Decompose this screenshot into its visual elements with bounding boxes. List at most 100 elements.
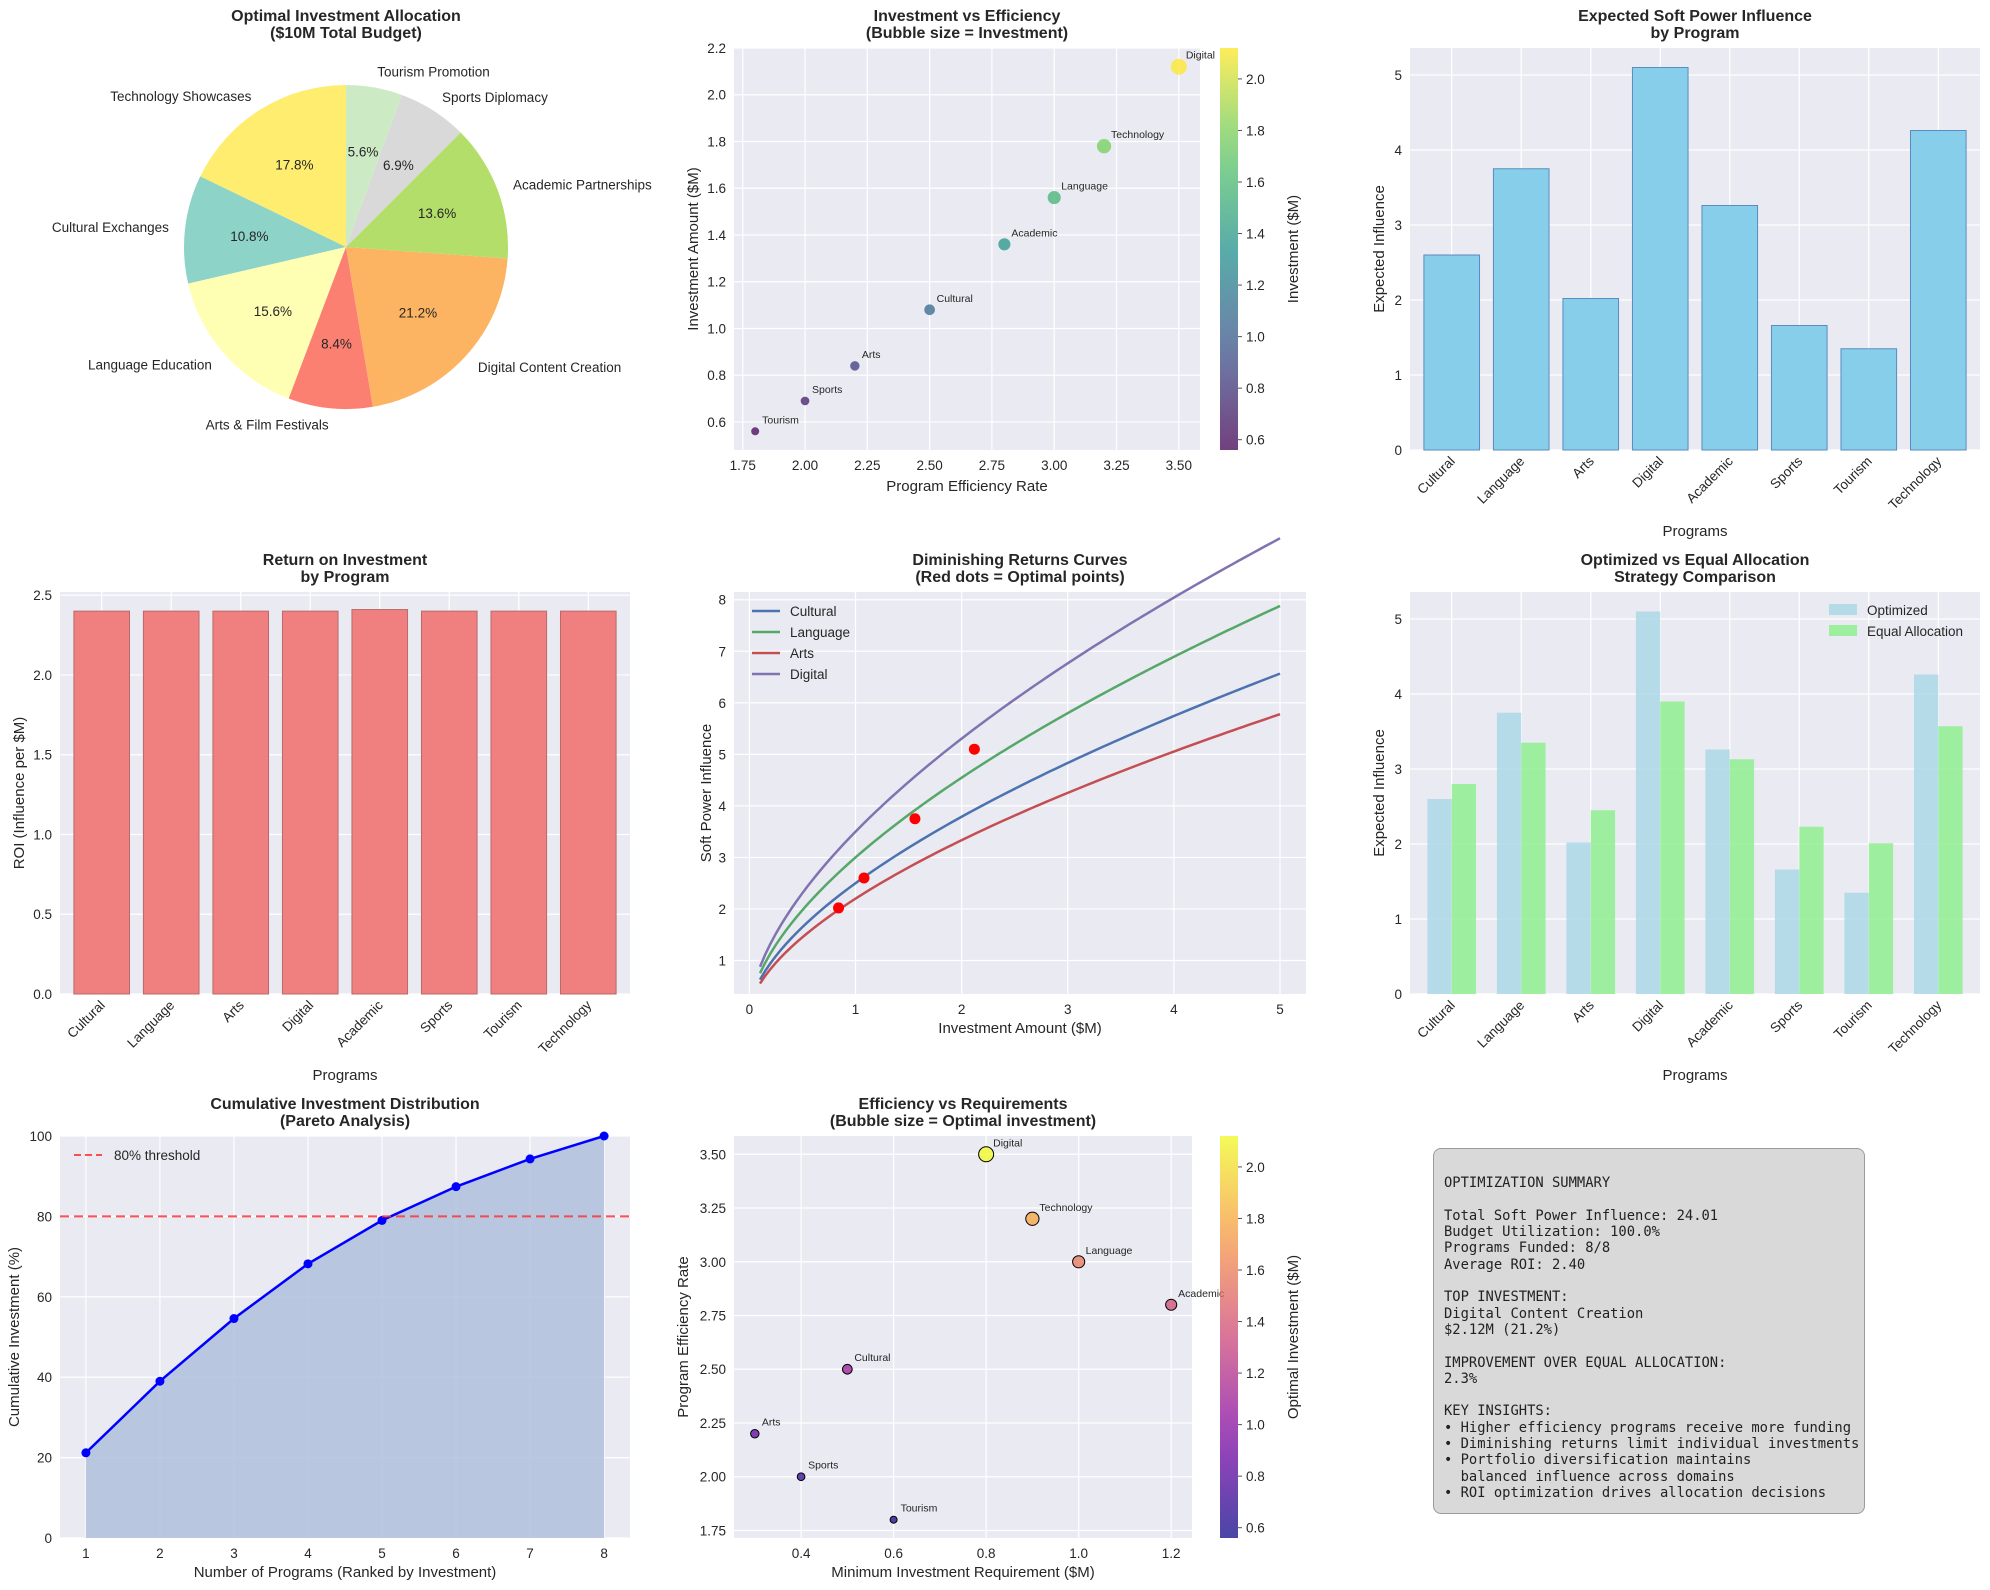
x-tick-label: 4 [1170, 1002, 1178, 1017]
y-tick-label: 80 [37, 1209, 52, 1224]
series-line [758, 537, 1281, 968]
y-tick-label: 5 [718, 747, 726, 762]
point-label: Sports [808, 1460, 838, 1472]
y-axis-label: ROI (Influence per $M) [11, 717, 28, 870]
y-tick-label: 2.5 [33, 588, 52, 603]
y-tick-label: 3.50 [700, 1147, 726, 1162]
chart-subtitle: (Red dots = Optimal points) [915, 569, 1124, 586]
chart-title: Cumulative Investment Distribution [210, 1096, 479, 1113]
optimal-point [909, 813, 921, 825]
y-tick-label: 4 [1394, 143, 1402, 158]
scatter-point [850, 361, 860, 371]
y-tick-label: 2.0 [33, 668, 52, 683]
point-label: Cultural [854, 1352, 890, 1364]
bar [351, 609, 409, 995]
pie-slice-label: Digital Content Creation [478, 360, 621, 375]
data-point [229, 1314, 239, 1324]
scatter-point [796, 1472, 806, 1482]
point-label: Digital [993, 1137, 1022, 1149]
scatter-point [889, 1515, 898, 1524]
pie-slice-label: Cultural Exchanges [52, 220, 169, 235]
x-axis-label: Programs [1662, 523, 1727, 540]
summary-insight: • Higher efficiency programs receive mor… [1444, 1419, 1852, 1436]
bar [1774, 869, 1800, 994]
plot-area [734, 48, 1200, 450]
point-label: Cultural [937, 293, 973, 305]
bar [212, 610, 270, 995]
bar [1423, 254, 1481, 451]
x-axis-label: Programs [312, 1067, 377, 1084]
pie-slice [346, 132, 508, 259]
summary-line [1444, 1387, 1864, 1403]
x-tick-label: 6 [452, 1546, 460, 1561]
series-line [85, 1134, 605, 1454]
x-tick-label: 3.25 [1103, 458, 1129, 473]
colorbar-tick-label: 1.4 [1246, 1315, 1265, 1330]
colorbar-label: Optimal Investment ($M) [1285, 1255, 1302, 1419]
bar [1562, 298, 1620, 451]
chart-subtitle: ($10M Total Budget) [270, 25, 422, 42]
bar [1840, 348, 1898, 451]
point-label: Sports [812, 384, 842, 396]
chart-title: Expected Soft Power Influence [1578, 8, 1812, 25]
pie-slice-label: Tourism Promotion [377, 65, 490, 80]
y-tick-label: 0 [1394, 443, 1402, 458]
pie-pct-label: 13.6% [418, 206, 456, 221]
x-axis-label: Investment Amount ($M) [938, 1020, 1101, 1037]
plot-area [734, 1136, 1192, 1538]
x-tick-label: 1 [852, 1002, 860, 1017]
scatter-point [750, 1429, 760, 1439]
y-tick-label: 2.00 [700, 1470, 726, 1485]
y-tick-label: 3 [718, 850, 726, 865]
pie-slice-label: Academic Partnerships [513, 178, 652, 193]
y-tick-label: 1 [1394, 368, 1402, 383]
bar [73, 610, 131, 995]
bar [1590, 810, 1616, 994]
point-label: Technology [1111, 129, 1165, 141]
bar [559, 610, 617, 995]
x-tick-label: 1.0 [1069, 1546, 1088, 1561]
point-label: Academic [1178, 1288, 1224, 1300]
pie-slice [346, 94, 461, 247]
x-tick-label: 0.8 [977, 1546, 996, 1561]
y-tick-label: 2 [1394, 293, 1402, 308]
summary-line [1444, 1192, 1864, 1208]
pie-pct-label: 6.9% [383, 158, 414, 173]
point-label: Language [1061, 181, 1108, 193]
y-tick-label: 60 [37, 1290, 52, 1305]
colorbar-tick-label: 1.0 [1246, 330, 1265, 345]
y-axis-label: Soft Power Influence [698, 724, 715, 862]
y-tick-label: 0.8 [707, 368, 726, 383]
x-tick-label: 3.50 [1166, 458, 1192, 473]
bar [1844, 892, 1869, 994]
point-label: Arts [862, 349, 881, 361]
plot-area [734, 592, 1306, 994]
pie-pct-label: 8.4% [321, 337, 352, 352]
data-point [81, 1448, 91, 1458]
summary-total-influence: Total Soft Power Influence: 24.01 [1444, 1207, 1719, 1224]
colorbar [1220, 1136, 1238, 1538]
summary-top-investment-heading: TOP INVESTMENT: [1444, 1289, 1569, 1306]
pie-slice [184, 176, 346, 284]
optimal-point [858, 872, 870, 884]
summary-budget-utilization: Budget Utilization: 100.0% [1444, 1224, 1660, 1241]
y-tick-label: 2.25 [700, 1416, 726, 1431]
legend-label: Equal Allocation [1867, 624, 1963, 639]
legend: 80% threshold [74, 1148, 200, 1163]
summary-programs-funded: Programs Funded: 8/8 [1444, 1240, 1611, 1257]
summary-average-roi: Average ROI: 2.40 [1444, 1256, 1586, 1273]
y-tick-label: 20 [37, 1451, 52, 1466]
bar [1913, 674, 1939, 994]
x-axis-label: Program Efficiency Rate [886, 478, 1047, 495]
data-point [303, 1259, 313, 1269]
legend: Cultural Language Arts Digital [752, 604, 850, 682]
y-tick-label: 0.6 [707, 415, 726, 430]
pie-slice [346, 85, 402, 247]
series-line [758, 713, 1281, 985]
scatter-point [751, 427, 760, 436]
x-tick-label: 1.75 [730, 458, 756, 473]
scatter-point [1170, 58, 1187, 75]
point-label: Technology [1039, 1202, 1093, 1214]
